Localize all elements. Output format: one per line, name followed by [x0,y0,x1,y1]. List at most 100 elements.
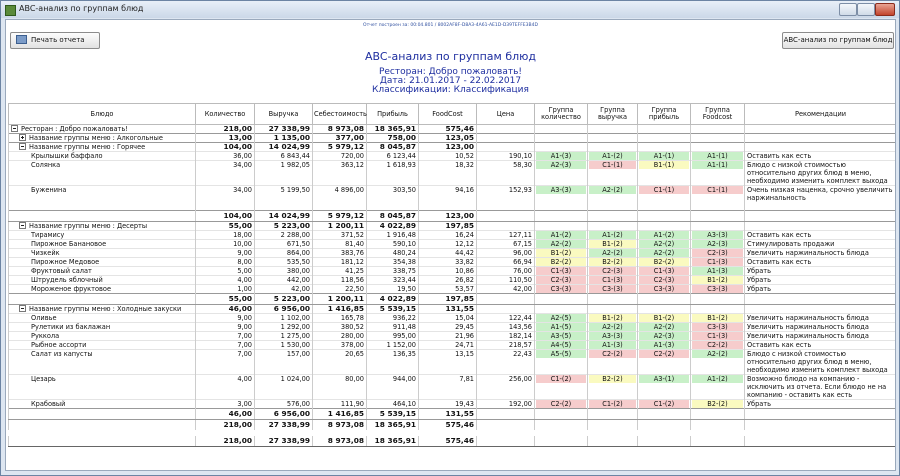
dish-value: 12,12 [418,239,477,249]
group-row: Название группы меню : Горячее 104,00 14 0… [8,142,895,152]
recommendation: Увеличить наржинальность блюда [744,248,895,258]
group-cell: A2-(2) [587,185,638,211]
dish-row: Мороженое фруктовое 1,00 42,00 22,50 19,50 53… [8,284,895,294]
group-value: 123,05 [418,133,477,143]
dish-value: 4,00 [195,275,255,285]
abc-button[interactable]: ABC-анализ по группам блюд [782,32,894,49]
dish-row: Пирожное Медовое 8,00 535,50 181,12 354,38 33… [8,257,895,267]
dish-value: 9,00 [195,313,255,323]
total-value: 197,85 [418,293,477,305]
group-cell: C2-(3) [690,248,745,258]
column-header: Прибыль [366,103,419,125]
group-cell: C1-(2) [534,374,588,400]
abc-class: C1-(2) [589,400,636,408]
dish-value: 152,93 [476,185,535,211]
empty-cell [476,133,535,143]
empty-cell [744,133,895,143]
dish-value: 1 024,00 [254,374,313,400]
empty-cell [690,430,745,447]
total-value: 575,46 [418,430,477,447]
dish-value: 590,10 [366,239,419,249]
group-cell: C1-(3) [690,331,745,341]
dish-value: 936,22 [366,313,419,323]
column-header: Блюдо [8,103,196,125]
group-cell: C2-(2) [587,349,638,375]
dish-value: 136,35 [366,349,419,375]
group-cell: A1-(3) [690,266,745,276]
group-value: 1 135,00 [254,133,313,143]
dish-row: Цезарь 4,00 1 024,00 80,00 944,00 7,81 256,00 C… [8,374,895,400]
expander[interactable] [19,222,26,229]
total-value: 1 200,11 [312,293,367,305]
abc-class: A3-(5) [536,332,586,340]
group-cell: A2-(3) [534,160,588,186]
dish-name: Рулетики из баклажан [8,322,196,332]
dish-value: 192,00 [476,399,535,409]
dish-value: 22,50 [312,284,367,294]
dish-value: 7,81 [418,374,477,400]
abc-class: A1-(1) [639,152,689,160]
dish-value: 1 982,05 [254,160,313,186]
abc-class: B2-(2) [589,375,636,383]
expander[interactable] [11,125,18,132]
expander[interactable] [19,143,26,150]
dish-value: 1,00 [195,284,255,294]
abc-class: B1-(2) [639,314,689,322]
group-cell: C2-(2) [690,340,745,350]
dish-value: 76,00 [476,266,535,276]
dish-value: 42,00 [254,284,313,294]
group-row: Название группы меню : Десерты 55,00 5 223… [8,221,895,231]
dish-name: Оливье [8,313,196,323]
report-meta: Отчет построен за: 00:04.801 / 8002AF8F-… [363,23,538,28]
dish-name: Крабовый [8,399,196,409]
group-cell: C1-(1) [690,185,745,211]
empty-cell [476,221,535,231]
column-header: Рекомендации [744,103,895,125]
group-cell: A1-(3) [534,151,588,161]
recommendation: Убрать [744,266,895,276]
expander[interactable] [19,305,26,312]
report-area: Отчет построен за: 00:04.801 / 8002AF8F-… [5,19,896,471]
print-button[interactable]: Печать отчета [10,32,100,49]
empty-cell [476,430,535,447]
abc-class: A5-(5) [536,350,586,358]
dish-value: 2 288,00 [254,230,313,240]
recommendation: Очень низкая наценка, срочно увеличить н… [744,185,895,211]
dish-value: 66,94 [476,257,535,267]
dish-value: 1 618,93 [366,160,419,186]
group-row: Название группы меню : Алкогольные 13,00 1… [8,133,895,143]
print-label: Печать отчета [31,36,85,44]
group-cell: A3-(5) [534,331,588,341]
dish-name: Крылышки баффало [8,151,196,161]
recommendation: Оставить как есть [744,151,895,161]
expander-bar [21,225,24,226]
group-cell: A1-(3) [587,340,638,350]
empty-cell [534,221,588,231]
group-cell: B1-(1) [637,160,691,186]
recommendation: Оставить как есть [744,340,895,350]
dish-value: 354,38 [366,257,419,267]
recommendation: Блюдо с низкой стоимостью относительно д… [744,349,895,375]
empty-cell [690,210,745,222]
dish-row: Фруктовый салат 5,00 380,00 41,25 338,75 10,8… [8,266,895,276]
empty-cell [690,133,745,143]
abc-class: B1-(1) [639,161,689,169]
group-cell: B2-(2) [587,374,638,400]
dish-value: 671,50 [254,239,313,249]
recommendation: Увеличить наржинальность блюда [744,322,895,332]
dish-value: 58,30 [476,160,535,186]
close-button[interactable] [875,3,895,16]
group-value: 13,00 [195,133,255,143]
abc-class: A2-(2) [589,186,636,194]
abc-class: A2-(5) [536,314,586,322]
abc-class: C2-(2) [692,341,743,349]
dish-value: 143,56 [476,322,535,332]
minimize-button[interactable] [839,3,857,16]
maximize-button[interactable] [857,3,875,16]
dish-row: Буженина 34,00 5 199,50 4 896,00 303,50 94,16… [8,185,895,211]
group-cell: C1-(3) [637,266,691,276]
expander[interactable] [19,134,26,141]
group-value: 5 979,12 [312,142,367,152]
abc-class: A4-(5) [536,341,586,349]
recommendation: Убрать [744,284,895,294]
